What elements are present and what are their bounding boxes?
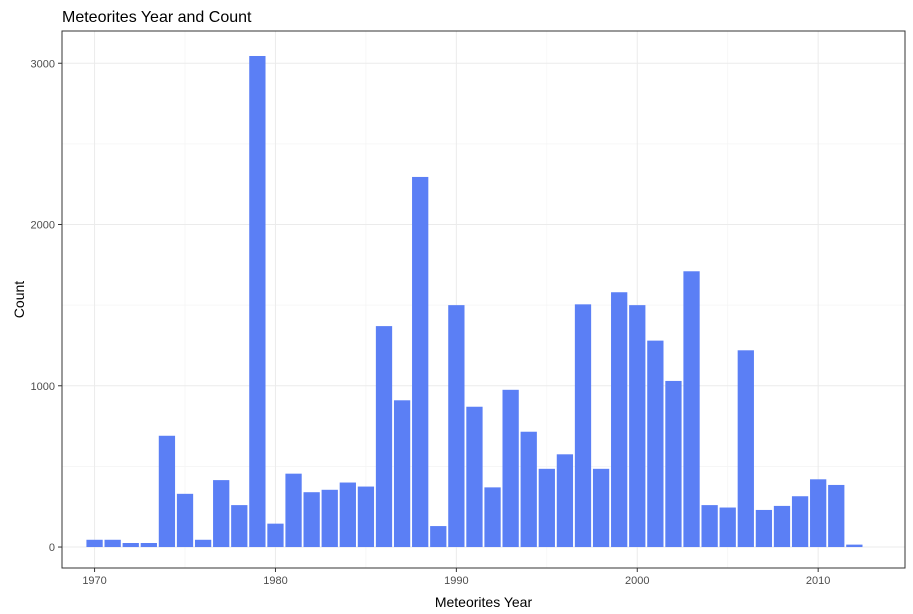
grid bbox=[62, 31, 905, 568]
panel-border bbox=[61, 30, 906, 569]
bar bbox=[773, 505, 791, 548]
y-axis-title: Count bbox=[11, 281, 27, 318]
bar bbox=[556, 454, 574, 548]
bar bbox=[719, 507, 736, 548]
bar bbox=[213, 480, 230, 548]
bar bbox=[194, 539, 212, 548]
x-tick-label: 2010 bbox=[806, 575, 830, 587]
bar bbox=[755, 509, 773, 548]
bar bbox=[791, 496, 809, 548]
bar bbox=[683, 271, 700, 548]
y-axis: 0 1000 2000 3000 bbox=[31, 58, 62, 554]
bar bbox=[592, 468, 610, 548]
bar bbox=[176, 493, 194, 548]
bar bbox=[140, 543, 157, 548]
chart-title: Meteorites Year and Count bbox=[62, 9, 252, 26]
bars bbox=[86, 55, 863, 548]
x-axis: 1970 1980 1990 2000 2010 bbox=[82, 568, 830, 587]
bar bbox=[701, 505, 718, 548]
bar bbox=[357, 486, 375, 548]
bar bbox=[321, 489, 338, 548]
bar bbox=[430, 526, 447, 548]
bar bbox=[538, 468, 555, 548]
y-tick-label: 3000 bbox=[31, 58, 55, 70]
bar bbox=[339, 482, 356, 548]
y-tick-label: 1000 bbox=[31, 381, 55, 393]
x-axis-title: Meteorites Year bbox=[435, 594, 533, 610]
bar bbox=[122, 543, 139, 548]
bar bbox=[846, 544, 863, 548]
bar bbox=[448, 305, 465, 548]
bar bbox=[412, 176, 429, 548]
bar bbox=[267, 523, 284, 548]
bar bbox=[629, 305, 646, 548]
x-tick-label: 1990 bbox=[444, 575, 468, 587]
bar bbox=[574, 304, 592, 548]
bar bbox=[484, 487, 501, 548]
bar bbox=[665, 380, 682, 548]
bar bbox=[104, 539, 121, 548]
bar bbox=[86, 539, 103, 548]
y-tick-label: 2000 bbox=[31, 220, 55, 232]
bar bbox=[647, 340, 664, 548]
bar bbox=[466, 406, 483, 548]
bar bbox=[375, 326, 393, 548]
x-tick-label: 1980 bbox=[263, 575, 287, 587]
bar bbox=[810, 479, 827, 548]
bar bbox=[520, 431, 537, 548]
bar bbox=[611, 292, 628, 548]
bar bbox=[393, 400, 411, 548]
bar bbox=[231, 505, 248, 548]
x-tick-label: 1970 bbox=[82, 575, 106, 587]
bar bbox=[303, 492, 320, 548]
bar bbox=[737, 350, 754, 548]
y-tick-label: 0 bbox=[49, 542, 55, 554]
bar bbox=[828, 484, 845, 548]
bar bbox=[502, 389, 519, 548]
bar bbox=[158, 435, 176, 548]
bar bbox=[285, 473, 302, 548]
bar bbox=[249, 55, 266, 548]
x-tick-label: 2000 bbox=[625, 575, 649, 587]
